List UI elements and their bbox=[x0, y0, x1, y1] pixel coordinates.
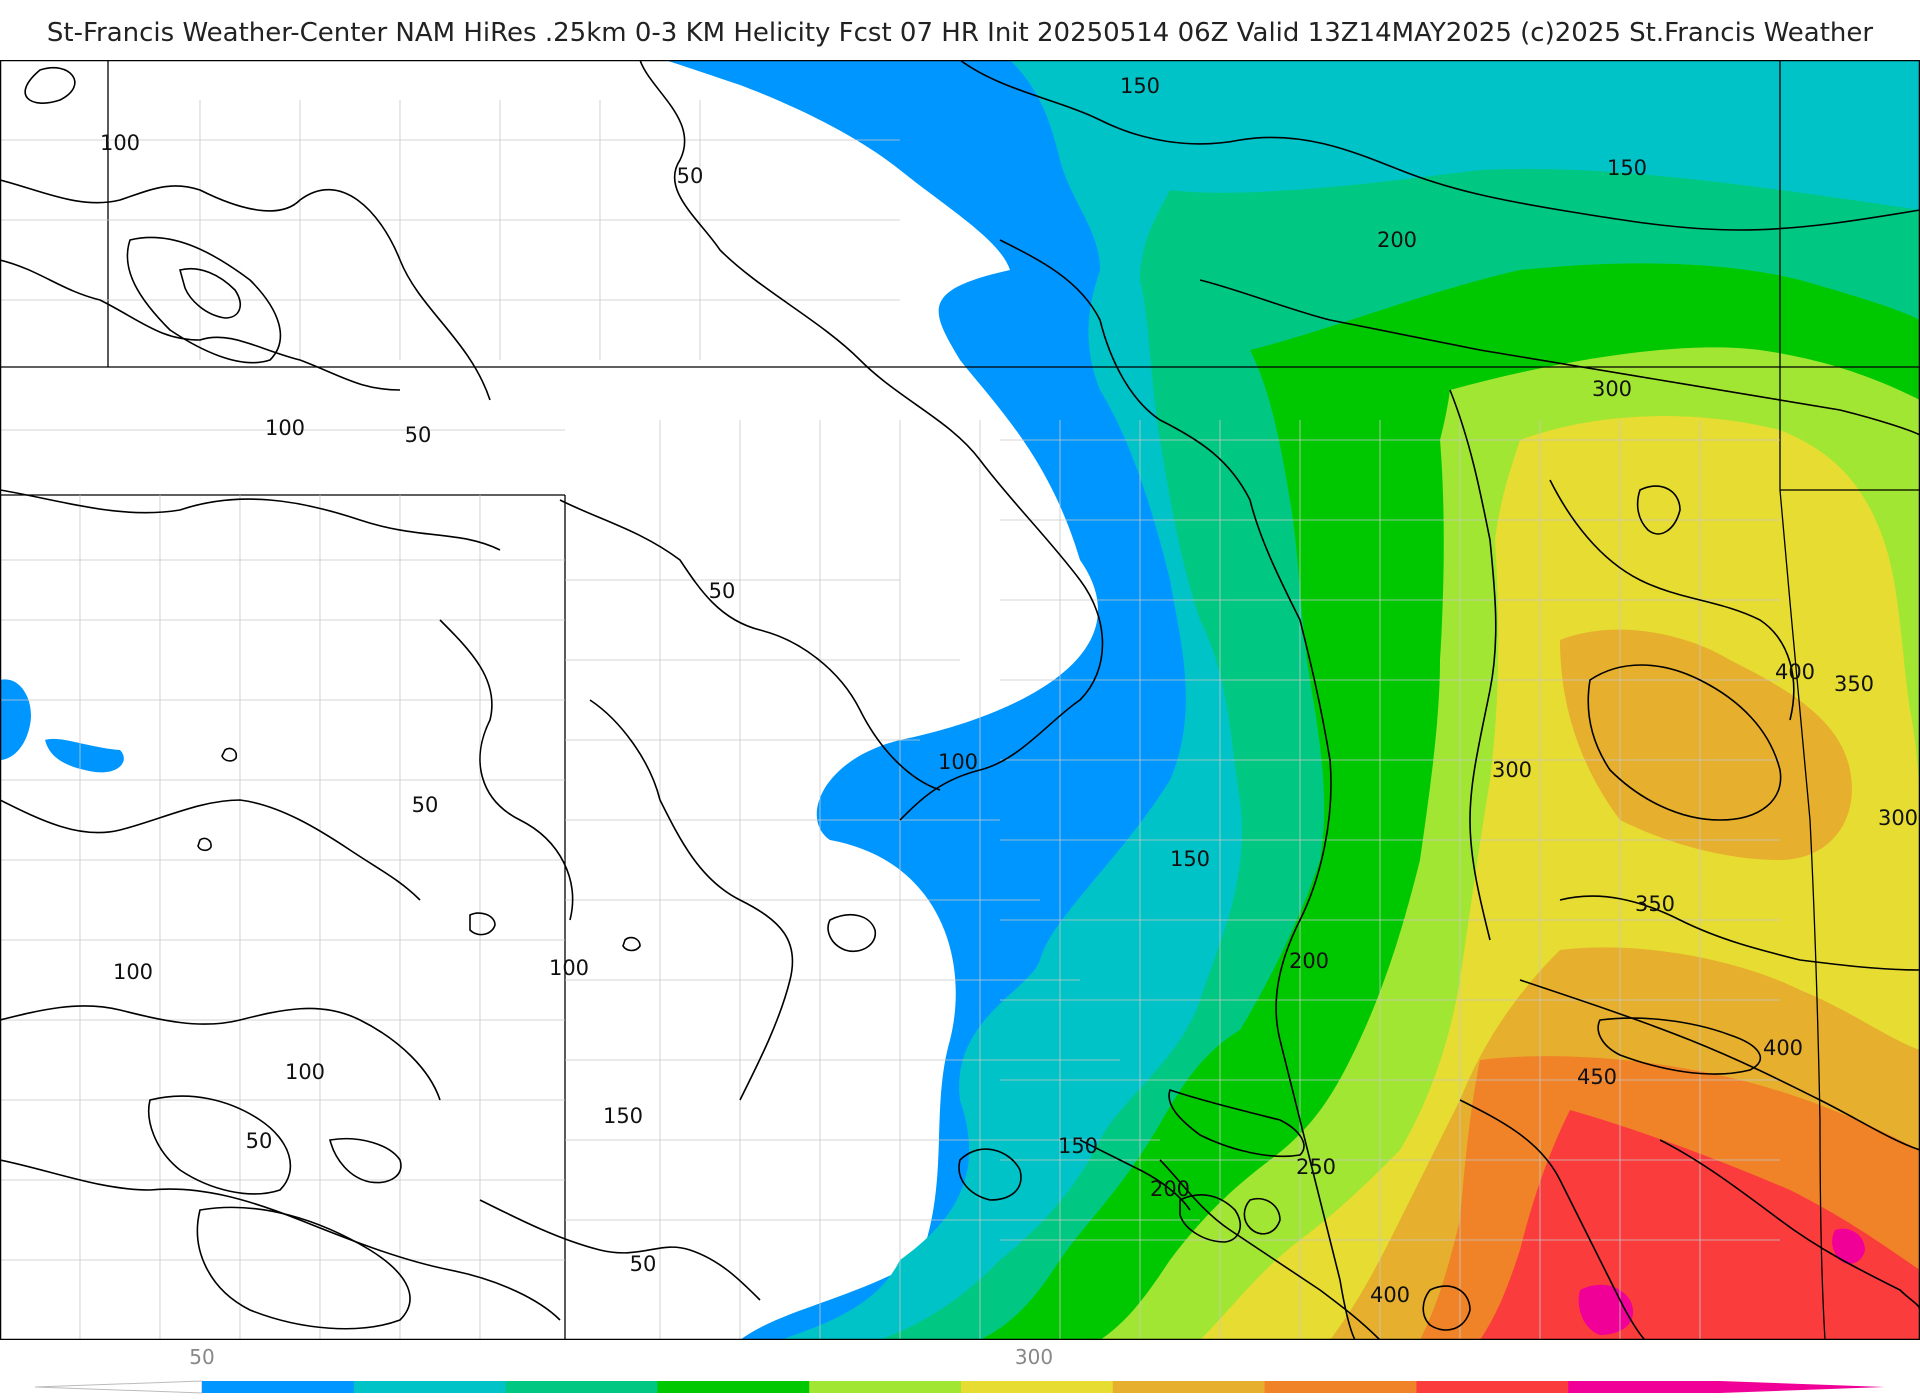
contour-label: 350 bbox=[1834, 672, 1874, 696]
legend-swatches bbox=[202, 1381, 1721, 1393]
contour-label: 50 bbox=[709, 579, 736, 603]
legend-swatch bbox=[505, 1381, 658, 1393]
legend-swatch bbox=[657, 1381, 810, 1393]
legend-swatch bbox=[1568, 1381, 1721, 1393]
band-blue-west-blob bbox=[0, 679, 124, 773]
contour-label: 300 bbox=[1492, 758, 1532, 782]
boundary-layer bbox=[0, 60, 1920, 1340]
contour-label: 50 bbox=[677, 164, 704, 188]
helicity-map: 150 100 50 150 200 100 50 300 50 400 350… bbox=[0, 60, 1920, 1340]
contour-label: 100 bbox=[100, 131, 140, 155]
contour-label: 400 bbox=[1370, 1283, 1410, 1307]
legend-right-arrow bbox=[1720, 1381, 1885, 1393]
contour-label: 150 bbox=[603, 1104, 643, 1128]
band-magenta bbox=[1578, 1228, 1865, 1335]
contour-label: 150 bbox=[1170, 847, 1210, 871]
county-lines-layer bbox=[0, 100, 1780, 1340]
contour-label: 200 bbox=[1377, 228, 1417, 252]
legend-swatch bbox=[1416, 1381, 1569, 1393]
contour-label: 400 bbox=[1763, 1036, 1803, 1060]
legend-swatch bbox=[1264, 1381, 1417, 1393]
legend-tick-label: 50 bbox=[189, 1345, 214, 1369]
contour-label: 450 bbox=[1577, 1065, 1617, 1089]
contour-label: 350 bbox=[1635, 892, 1675, 916]
contour-label: 400 bbox=[1775, 660, 1815, 684]
contour-label: 50 bbox=[630, 1252, 657, 1276]
contour-label: 300 bbox=[1878, 806, 1918, 830]
contour-label: 100 bbox=[285, 1060, 325, 1084]
contour-label: 100 bbox=[549, 956, 589, 980]
contour-label: 200 bbox=[1150, 1177, 1190, 1201]
legend-swatch bbox=[1112, 1381, 1266, 1393]
contour-label: 150 bbox=[1607, 156, 1647, 180]
legend-swatch bbox=[353, 1381, 507, 1393]
contour-labels-layer: 150 100 50 150 200 100 50 300 50 400 350… bbox=[100, 74, 1918, 1307]
legend-swatch bbox=[961, 1381, 1114, 1393]
contour-lines-layer bbox=[0, 60, 1920, 1340]
legend-left-arrow bbox=[34, 1380, 203, 1394]
contour-label: 100 bbox=[113, 960, 153, 984]
contour-label: 50 bbox=[246, 1129, 273, 1153]
contour-label: 150 bbox=[1058, 1134, 1098, 1158]
contour-label: 200 bbox=[1289, 949, 1329, 973]
map-title: St-Francis Weather-Center NAM HiRes .25k… bbox=[46, 18, 1874, 48]
legend-swatch bbox=[202, 1381, 355, 1393]
color-legend: 50 300 bbox=[34, 1345, 1885, 1394]
contour-label: 300 bbox=[1592, 377, 1632, 401]
contour-label: 100 bbox=[265, 416, 305, 440]
legend-tick-label: 300 bbox=[1015, 1345, 1053, 1369]
contour-label: 150 bbox=[1120, 74, 1160, 98]
contour-label: 50 bbox=[412, 793, 439, 817]
legend-swatch bbox=[809, 1381, 962, 1393]
contour-label: 250 bbox=[1296, 1155, 1336, 1179]
contour-label: 50 bbox=[405, 423, 432, 447]
contour-label: 100 bbox=[938, 750, 978, 774]
